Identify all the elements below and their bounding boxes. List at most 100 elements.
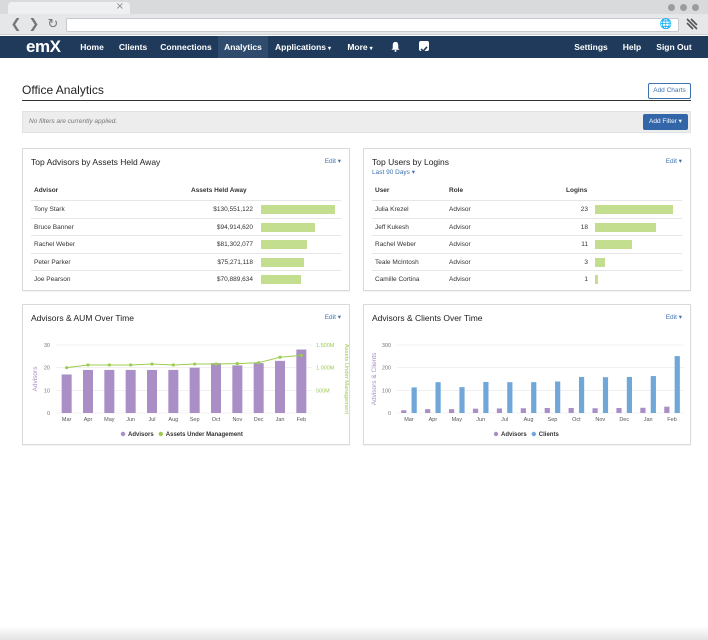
data-bar: [232, 365, 243, 413]
browser-tab[interactable]: ×: [8, 1, 130, 14]
edit-dropdown[interactable]: Edit ▾: [324, 314, 341, 321]
legend-label: Advisors: [128, 432, 154, 438]
column-header-role: Role: [449, 187, 464, 194]
x-tick-label: Jun: [476, 417, 485, 423]
nav-analytics[interactable]: Analytics: [218, 36, 268, 58]
x-tick-label: Apr: [429, 417, 438, 423]
logins-bar: [595, 275, 599, 284]
aum-line: [66, 354, 302, 369]
aum-point: [278, 355, 282, 359]
nav-home-label: Home: [80, 42, 104, 52]
panel-title: Top Advisors by Assets Held Away: [31, 157, 161, 167]
aum-point: [150, 362, 154, 366]
url-input[interactable]: 🌐: [66, 18, 679, 32]
user-role: Advisor: [449, 276, 471, 283]
nav-settings[interactable]: Settings: [568, 36, 614, 58]
nav-applications[interactable]: Applications ▾: [268, 36, 338, 58]
y2-tick-label: 1.000M: [316, 366, 335, 372]
nav-home[interactable]: Home: [72, 36, 112, 58]
back-icon[interactable]: ❮: [10, 17, 22, 32]
advisors-aum-chart: 0 10 20 30 Advisors Mar Apr May Jun Jul Aug Sep Oct N…: [32, 343, 349, 438]
data-bar: [168, 369, 179, 413]
advisor-name: Bruce Banner: [34, 223, 74, 231]
data-bar: [568, 408, 574, 413]
top-advisors-panel: Top Advisors by Assets Held Away Edit ▾ …: [22, 148, 350, 291]
data-bar: [435, 382, 441, 413]
nav-help-label: Help: [622, 42, 642, 52]
data-bar: [275, 360, 285, 413]
data-bar: [555, 381, 561, 413]
login-count: 11: [581, 241, 588, 248]
extension-icon[interactable]: [686, 18, 698, 30]
data-bar: [147, 369, 157, 413]
y-tick-label: 20: [44, 366, 50, 372]
browser-tab-bar: ×: [0, 0, 708, 14]
table-row: Jeff Kukesh Advisor 18: [372, 217, 682, 235]
panel-title: Advisors & AUM Over Time: [31, 313, 134, 323]
logins-bar: [595, 222, 657, 232]
table-row: Rachel Weber Advisor 11: [372, 235, 682, 252]
reload-icon[interactable]: ↻: [47, 17, 59, 32]
data-bar: [520, 408, 526, 413]
forward-icon[interactable]: ❯: [28, 17, 40, 32]
data-bar: [296, 349, 307, 413]
column-header-logins: Logins: [566, 187, 588, 194]
nav-help[interactable]: Help: [614, 36, 650, 58]
add-filter-button[interactable]: Add Filter ▾: [643, 114, 688, 130]
user-name: Camille Cortina: [375, 276, 420, 283]
table-row: Peter Parker $75,271,118: [31, 252, 341, 270]
data-bar: [125, 369, 136, 413]
window-dot-icon[interactable]: [692, 4, 699, 11]
logo-text: emX: [26, 37, 61, 56]
data-bar: [83, 369, 93, 413]
data-bar: [616, 408, 622, 413]
data-bar: [650, 376, 656, 413]
x-tick-label: Mar: [404, 417, 414, 423]
y-axis-label: Advisors & Clients: [371, 352, 378, 405]
x-tick-label: Nov: [595, 417, 605, 423]
window-dot-icon[interactable]: [668, 4, 675, 11]
edit-dropdown[interactable]: Edit ▾: [324, 158, 341, 165]
nav-sign-out[interactable]: Sign Out: [650, 36, 698, 58]
tab-close-icon[interactable]: ×: [115, 1, 124, 12]
x-tick-label: Mar: [62, 417, 72, 423]
data-bar: [472, 408, 479, 413]
x-tick-label: Jan: [276, 417, 285, 423]
user-role: Advisor: [449, 258, 471, 266]
aum-point: [65, 366, 69, 370]
aum-point: [193, 362, 197, 366]
nav-connections[interactable]: Connections: [154, 36, 218, 58]
x-tick-label: Apr: [84, 417, 93, 423]
legend-label: Assets Under Management: [166, 432, 243, 438]
panel-title: Advisors & Clients Over Time: [372, 313, 483, 323]
nav-clients[interactable]: Clients: [112, 36, 154, 58]
add-charts-button[interactable]: Add Charts: [648, 83, 691, 99]
column-header-assets: Assets Held Away: [191, 187, 247, 194]
x-tick-label: Jun: [126, 417, 135, 423]
logins-bar: [595, 240, 633, 249]
data-bar: [507, 382, 513, 413]
data-bar: [459, 387, 465, 413]
user-role: Advisor: [449, 223, 471, 231]
x-tick-label: Feb: [667, 417, 676, 423]
checkbox-icon[interactable]: [419, 41, 429, 53]
chevron-down-icon: ▾: [328, 46, 332, 52]
edit-dropdown[interactable]: Edit ▾: [665, 158, 682, 165]
user-role: Advisor: [449, 241, 471, 248]
table-row: Julia Krezel Advisor 23: [372, 200, 682, 217]
nav-more[interactable]: More ▾: [338, 36, 382, 58]
x-tick-label: Feb: [297, 417, 306, 423]
edit-dropdown[interactable]: Edit ▾: [665, 314, 682, 321]
advisor-name: Peter Parker: [34, 258, 71, 266]
y-tick-label: 10: [44, 388, 50, 394]
advisors-clients-chart: 0 100 200 300 Advisors & Clients Mar Apr May Jun…: [371, 343, 684, 438]
assets-value: $70,889,634: [216, 276, 253, 283]
bell-icon[interactable]: [390, 41, 401, 52]
assets-bar: [261, 205, 335, 214]
page-footer-shadow: [0, 626, 708, 640]
emx-logo[interactable]: emX: [26, 36, 61, 58]
date-range-dropdown[interactable]: Last 90 Days ▾: [372, 169, 416, 176]
nav-sign-out-label: Sign Out: [656, 42, 692, 52]
window-dot-icon[interactable]: [680, 4, 687, 11]
assets-bar: [261, 240, 308, 249]
